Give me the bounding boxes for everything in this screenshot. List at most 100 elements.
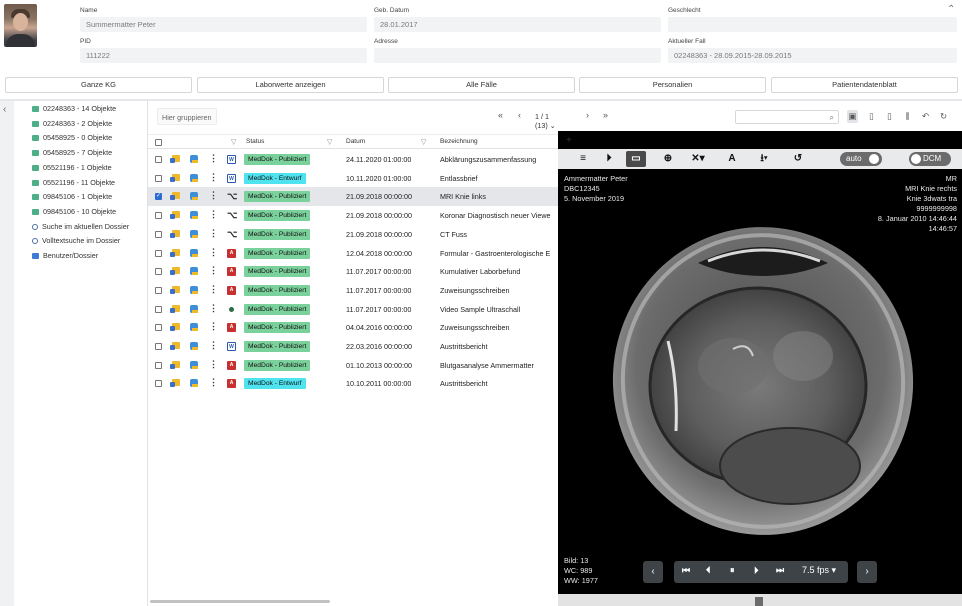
tools-icon[interactable]: ✕▾ (691, 153, 705, 164)
row-checkbox[interactable] (155, 286, 162, 294)
more-options-icon[interactable]: ⋮ (209, 227, 218, 238)
step-forward-icon[interactable]: ⏵ (754, 565, 759, 575)
col-status[interactable]: Status (246, 138, 265, 145)
table-row[interactable]: ⋮ W MedDok - Entwurf 10.11.2020 01:00:00 Ent… (148, 169, 558, 188)
share-icon[interactable] (190, 267, 198, 276)
row-checkbox[interactable] (155, 192, 162, 201)
row-checkbox[interactable] (155, 361, 162, 369)
row-checkbox[interactable] (155, 156, 162, 163)
tree-item[interactable]: Suche im aktuellen Dossier (32, 222, 129, 231)
tree-item[interactable]: 02248363 - 2 Objekte (32, 119, 112, 128)
more-options-icon[interactable]: ⋮ (209, 265, 218, 276)
split-view-icon[interactable]: ▣ (847, 110, 858, 123)
prev-page-icon[interactable]: ‹ (518, 110, 521, 120)
pause-icon[interactable]: ⏸ (730, 565, 735, 575)
chevron-up-icon[interactable]: ⌃ (947, 4, 956, 15)
folder-icon[interactable] (170, 267, 180, 276)
folder-icon[interactable] (170, 379, 180, 388)
name-field[interactable]: Summermatter Peter (80, 17, 367, 32)
zoom-icon[interactable]: ⊕ (663, 153, 673, 164)
share-icon[interactable] (190, 342, 198, 350)
filter-icon[interactable]: ▽ (327, 139, 333, 146)
tree-item[interactable]: 05521196 - 11 Objekte (32, 178, 115, 187)
folder-icon[interactable] (170, 304, 180, 313)
dcm-toggle[interactable]: DCM (909, 152, 951, 166)
share-icon[interactable] (190, 379, 198, 388)
tree-item[interactable]: 05521196 - 1 Objekte (32, 163, 112, 172)
row-checkbox[interactable] (155, 324, 162, 332)
first-frame-icon[interactable]: ⏮ (682, 565, 691, 575)
document-icon[interactable]: ▯ (869, 111, 874, 121)
folder-icon[interactable] (170, 229, 180, 238)
more-options-icon[interactable]: ⋮ (209, 283, 218, 294)
filter-icon[interactable]: ▽ (421, 139, 427, 146)
share-icon[interactable] (190, 323, 198, 332)
table-row[interactable]: ⋮ MedDok - Publiziert 11.07.2017 00:00:00 V… (148, 300, 558, 319)
row-checkbox[interactable] (155, 174, 162, 182)
row-checkbox[interactable] (155, 230, 162, 238)
last-page-icon[interactable]: » (603, 110, 609, 120)
ganze-kg-button[interactable]: Ganze KG (5, 77, 192, 93)
share-icon[interactable] (190, 285, 198, 294)
col-date[interactable]: Datum (346, 138, 366, 145)
table-row[interactable]: ⋮ W MedDok - Publiziert 22.03.2016 00:00:00… (148, 337, 558, 356)
group-by-area[interactable]: Hier gruppieren (157, 108, 217, 125)
table-row[interactable]: ⋮ A MedDok - Entwurf 10.10.2011 00:00:00 Aus… (148, 374, 558, 393)
next-page-icon[interactable]: › (586, 110, 589, 120)
tree-item[interactable]: 09845106 - 1 Objekte (32, 192, 112, 201)
row-checkbox[interactable] (155, 380, 162, 388)
refresh-icon[interactable]: ↻ (939, 111, 948, 121)
personal-data-button[interactable]: Personalien (579, 77, 766, 93)
select-all-checkbox[interactable] (155, 139, 162, 146)
folder-icon[interactable] (170, 173, 180, 182)
row-checkbox[interactable] (155, 268, 162, 276)
more-options-icon[interactable]: ⋮ (209, 171, 218, 182)
text-annotation-icon[interactable]: A (728, 153, 736, 164)
share-icon[interactable] (190, 248, 198, 257)
share-icon[interactable] (190, 304, 198, 313)
more-options-icon[interactable]: ⋮ (209, 209, 218, 220)
folder-icon[interactable] (170, 285, 180, 294)
pid-field[interactable]: 111222 (80, 48, 367, 63)
filter-icon[interactable]: ▽ (231, 139, 237, 146)
share-icon[interactable] (190, 229, 198, 238)
table-row[interactable]: ⋮ ⌥ MedDok - Publiziert 21.09.2018 00:00:00… (148, 187, 558, 207)
chevron-left-icon[interactable]: ‹ (3, 104, 7, 115)
row-checkbox[interactable] (155, 212, 162, 220)
last-frame-icon[interactable]: ⏭ (776, 565, 785, 575)
undo-icon[interactable]: ↶ (921, 111, 930, 121)
case-field[interactable]: 02248363 - 28.09.2015-28.09.2015 (668, 48, 957, 63)
fps-select[interactable]: 7.5 fps ▾ (802, 565, 837, 575)
more-options-icon[interactable]: ⋮ (209, 358, 218, 369)
folder-icon[interactable] (170, 248, 180, 257)
table-row[interactable]: ⋮ ⌥ MedDok - Publiziert 21.09.2018 00:00:00… (148, 225, 558, 244)
folder-icon[interactable] (170, 342, 180, 350)
share-icon[interactable] (190, 173, 198, 182)
more-options-icon[interactable]: ⋮ (209, 321, 218, 332)
folder-icon[interactable] (170, 211, 180, 220)
table-row[interactable]: ⋮ A MedDok - Publiziert 04.04.2016 00:00:00… (148, 318, 558, 337)
auto-toggle[interactable]: auto (840, 152, 882, 166)
folder-icon[interactable] (170, 323, 180, 332)
table-row[interactable]: ⋮ ⌥ MedDok - Publiziert 21.09.2018 00:00:00… (148, 206, 558, 225)
horizontal-scrollbar[interactable] (150, 600, 330, 603)
page-info[interactable]: 1 / 1 (13) ⌄ (535, 112, 556, 130)
image-icon[interactable]: ▭ (626, 151, 646, 167)
table-row[interactable]: ⋮ A MedDok - Publiziert 11.07.2017 00:00:00… (148, 281, 558, 300)
gender-field[interactable] (668, 17, 957, 32)
more-options-icon[interactable]: ⋮ (209, 246, 218, 257)
row-checkbox[interactable] (155, 249, 162, 257)
first-page-icon[interactable]: « (498, 110, 504, 120)
tree-item[interactable]: Benutzer/Dossier (32, 251, 98, 260)
dicom-viewer[interactable]: Ammermatter Peter DBC12345 5. November 2… (558, 131, 962, 606)
share-icon[interactable] (190, 155, 198, 163)
tree-item[interactable]: Volltextsuche im Dossier (32, 236, 120, 245)
row-checkbox[interactable] (155, 343, 162, 350)
more-options-icon[interactable]: ⋮ (209, 377, 218, 388)
share-icon[interactable] (190, 192, 198, 201)
folder-icon[interactable] (170, 155, 180, 163)
prev-image-button[interactable]: ‹ (643, 561, 663, 583)
table-row[interactable]: ⋮ A MedDok - Publiziert 12.04.2018 00:00:00… (148, 244, 558, 263)
step-back-icon[interactable]: ⏴ (706, 565, 711, 575)
download-icon[interactable]: ⭳▾ (760, 153, 768, 164)
